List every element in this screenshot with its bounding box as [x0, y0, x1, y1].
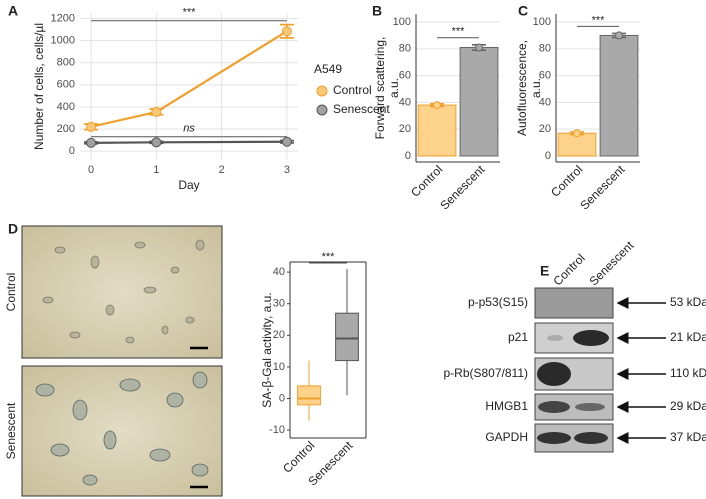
y-tick-label: 0 — [405, 150, 411, 162]
x-tick-label: 1 — [153, 164, 159, 176]
line — [90, 30, 288, 128]
panel-label: A — [8, 3, 18, 19]
legend-label: Control — [333, 83, 372, 97]
y-tick-label: 10 — [273, 361, 285, 373]
annotation: *** — [183, 7, 197, 19]
y-tick-label: 0 — [279, 392, 285, 404]
y-axis-label: Autofluorescence,a.u. — [515, 40, 543, 136]
y-tick-label: 600 — [57, 79, 75, 91]
line — [91, 140, 287, 144]
point — [281, 26, 292, 37]
micrograph-label: Senescent — [4, 402, 18, 459]
y-axis-label: Forward scattering,a.u. — [373, 37, 401, 140]
y-tick-label: 60 — [539, 70, 551, 82]
protein-label: p21 — [508, 330, 528, 344]
x-tick-label: 2 — [219, 164, 225, 176]
y-tick-label: 40 — [399, 96, 411, 108]
size-label: 21 kDa — [670, 330, 706, 344]
y-tick-label: 1200 — [51, 12, 75, 24]
y-tick-label: 20 — [399, 123, 411, 135]
cells — [35, 371, 209, 486]
y-tick-label: 100 — [533, 16, 551, 28]
x-tick-label: Senescent — [437, 162, 487, 212]
x-tick-label: Senescent — [577, 162, 627, 212]
y-tick-label: 20 — [539, 123, 551, 135]
y-tick-label: 20 — [273, 329, 285, 341]
x-tick-label: Control — [408, 162, 445, 199]
y-tick-label: 80 — [539, 43, 551, 55]
y-tick-label: 80 — [399, 43, 411, 55]
panel-label: C — [518, 3, 528, 19]
point — [151, 137, 162, 148]
point — [281, 136, 292, 147]
y-tick-label: 400 — [57, 101, 75, 113]
size-label: 110 kDa — [670, 366, 706, 380]
protein-label: p-p53(S15) — [468, 295, 528, 309]
x-tick-label: 3 — [284, 164, 290, 176]
micrograph — [21, 225, 223, 359]
point — [615, 31, 623, 40]
point — [86, 121, 97, 132]
box — [297, 385, 321, 406]
y-tick-label: 60 — [399, 70, 411, 82]
annotation: *** — [452, 26, 466, 38]
legend-title: A549 — [314, 62, 342, 76]
y-tick-label: 40 — [273, 266, 285, 278]
point — [86, 137, 97, 148]
y-tick-label: 30 — [273, 298, 285, 310]
y-tick-label: 0 — [69, 145, 75, 157]
y-axis-label: Number of cells, cells/µl — [32, 23, 46, 150]
protein-label: p-Rb(S807/811) — [444, 366, 529, 380]
x-tick-label: 0 — [88, 164, 94, 176]
column-label: Senescent — [586, 238, 636, 288]
legend-swatch — [316, 104, 328, 116]
y-tick-label: -10 — [269, 424, 285, 436]
point — [573, 129, 581, 138]
bar — [417, 104, 457, 157]
x-tick-label: Control — [280, 438, 317, 475]
panel-label: E — [540, 263, 549, 279]
micrographs: Control Senescent — [4, 225, 223, 497]
x-tick-label: Control — [548, 162, 585, 199]
panel-label: D — [8, 221, 18, 237]
y-tick-label: 0 — [545, 150, 551, 162]
point — [475, 43, 483, 52]
size-label: 53 kDa — [670, 295, 706, 309]
point — [151, 106, 162, 117]
y-tick-label: 800 — [57, 57, 75, 69]
column-label: Control — [550, 251, 587, 288]
box — [335, 312, 359, 362]
size-label: 37 kDa — [670, 430, 706, 444]
size-label: 29 kDa — [670, 399, 706, 413]
y-tick-label: 40 — [539, 96, 551, 108]
cells — [42, 239, 205, 344]
point — [433, 101, 441, 110]
bar — [459, 46, 499, 157]
legend-swatch — [316, 85, 328, 97]
micrograph-label: Control — [4, 273, 18, 312]
legend-label: Senescent — [333, 102, 390, 116]
x-axis-label: Day — [178, 178, 199, 192]
y-tick-label: 1000 — [51, 35, 75, 47]
panel-label: B — [372, 3, 382, 19]
protein-label: HMGB1 — [485, 399, 528, 413]
y-tick-label: 100 — [393, 16, 411, 28]
annotation: ns — [183, 123, 195, 135]
bar — [599, 34, 639, 157]
y-axis-label: SA-β-Gal activity, a.u. — [260, 292, 274, 407]
annotation: *** — [322, 251, 336, 263]
western-blot — [534, 287, 614, 454]
protein-label: GAPDH — [485, 430, 528, 444]
y-tick-label: 200 — [57, 123, 75, 135]
annotation: *** — [592, 14, 606, 26]
